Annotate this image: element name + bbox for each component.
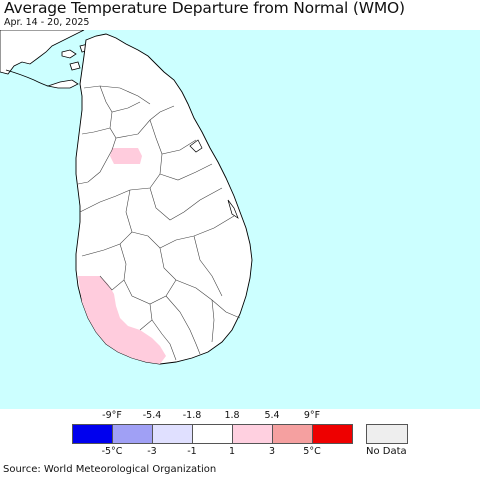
- legend-swatch: [152, 424, 193, 444]
- date-range: Apr. 14 - 20, 2025: [4, 17, 90, 28]
- legend-no-data-swatch: [366, 424, 408, 444]
- batticaloa-lagoon: [227, 199, 239, 219]
- legend-f-label: -1.8: [182, 410, 202, 421]
- legend-f-label: 5.4: [264, 410, 280, 421]
- legend-swatch: [192, 424, 233, 444]
- legend-swatch: [72, 424, 113, 444]
- legend-f-label: 1.8: [224, 410, 240, 421]
- trincomalee-bay: [189, 139, 203, 153]
- legend: -9°F -5.4 -1.8 1.8 5.4 9°F -5°C -3 -1 1 …: [0, 410, 480, 465]
- legend-c-label: 1: [228, 446, 236, 457]
- district-boundaries: [77, 85, 241, 361]
- legend-c-label: -5°C: [101, 446, 123, 457]
- legend-c-label: 5°C: [303, 446, 321, 457]
- page-title: Average Temperature Departure from Norma…: [4, 0, 405, 17]
- legend-f-label: 9°F: [303, 410, 321, 421]
- legend-f-label: -5.4: [142, 410, 162, 421]
- source-credit: Source: World Meteorological Organizatio…: [3, 464, 217, 475]
- legend-c-label: 3: [268, 446, 276, 457]
- legend-c-label: -3: [147, 446, 157, 457]
- island-outline: [75, 33, 253, 365]
- sri-lanka-map: [0, 30, 480, 409]
- legend-swatch: [272, 424, 313, 444]
- legend-no-data-label: No Data: [366, 446, 407, 457]
- legend-swatch: [312, 424, 353, 444]
- legend-swatch: [112, 424, 153, 444]
- pink-region-north: [110, 148, 142, 164]
- pink-region-southwest: [78, 276, 166, 364]
- legend-c-label: -1: [187, 446, 197, 457]
- legend-swatch: [232, 424, 273, 444]
- adams-bridge: [5, 69, 49, 87]
- india-coast: [0, 30, 85, 75]
- mannar-island: [46, 79, 79, 89]
- legend-f-label: -9°F: [102, 410, 122, 421]
